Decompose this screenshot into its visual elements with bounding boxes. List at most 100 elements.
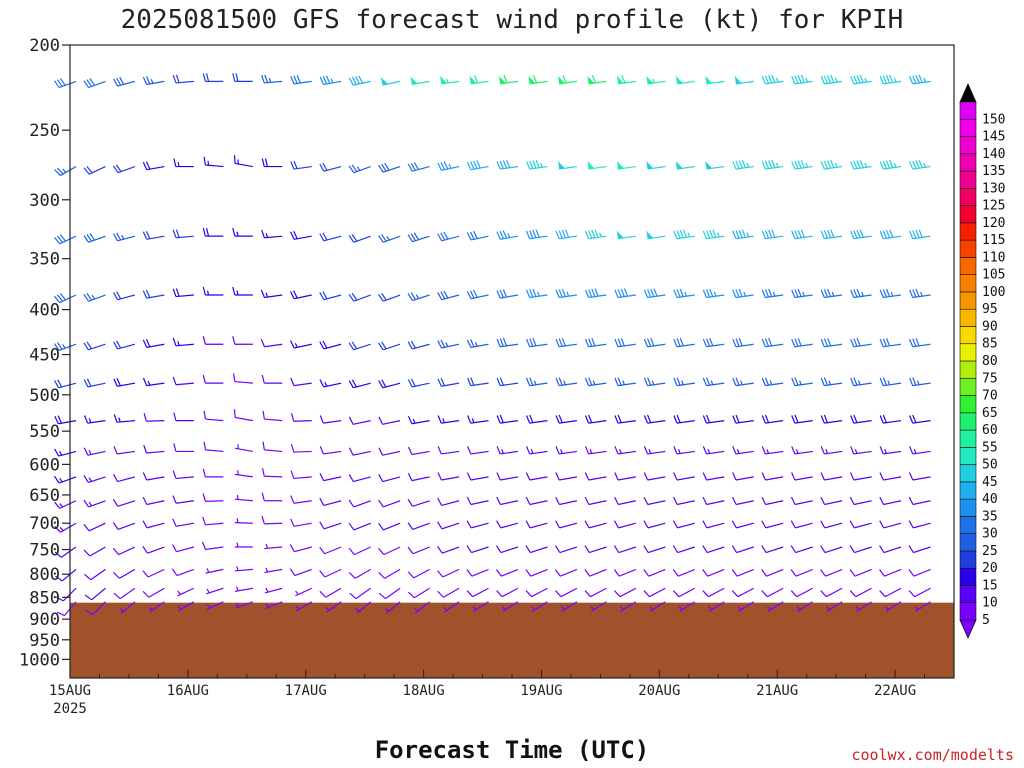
wind-barb bbox=[290, 470, 312, 480]
wind-barb bbox=[407, 546, 430, 555]
wind-barb bbox=[732, 288, 754, 299]
wind-barb bbox=[319, 415, 342, 424]
y-tick-label: 200 bbox=[29, 36, 60, 56]
wind-barb bbox=[172, 376, 194, 386]
wind-barb bbox=[879, 472, 902, 481]
y-tick-label: 350 bbox=[29, 250, 60, 270]
wind-barb bbox=[761, 520, 784, 529]
wind-barb bbox=[466, 568, 489, 577]
wind-barb bbox=[113, 474, 136, 483]
wind-barb bbox=[407, 568, 430, 579]
wind-barb bbox=[407, 522, 430, 530]
wind-barb bbox=[649, 601, 666, 612]
wind-barb bbox=[319, 75, 342, 86]
colorbar-cell bbox=[959, 101, 977, 120]
wind-barb bbox=[820, 229, 843, 240]
wind-barb bbox=[646, 161, 666, 170]
colorbar-cell bbox=[959, 326, 977, 345]
colorbar-cell bbox=[959, 291, 977, 310]
y-tick-label: 900 bbox=[29, 610, 60, 630]
wind-barb bbox=[702, 496, 725, 506]
wind-barb bbox=[555, 496, 578, 506]
wind-barb bbox=[731, 496, 754, 506]
wind-barb bbox=[319, 340, 342, 350]
wind-barb bbox=[673, 496, 695, 506]
wind-barb bbox=[319, 587, 342, 598]
wind-barb bbox=[437, 231, 460, 242]
wind-barb bbox=[466, 339, 489, 348]
wind-barb bbox=[616, 75, 636, 85]
colorbar-cell bbox=[959, 516, 977, 534]
x-tick-label: 21AUG bbox=[756, 683, 798, 699]
wind-barb bbox=[319, 446, 342, 455]
wind-barb bbox=[261, 375, 283, 384]
colorbar-cell bbox=[959, 239, 977, 258]
wind-barb bbox=[171, 544, 195, 553]
wind-barb bbox=[791, 288, 813, 299]
colorbar-label: 150 bbox=[982, 112, 1005, 127]
wind-barb bbox=[232, 373, 253, 384]
wind-barb bbox=[289, 290, 312, 300]
wind-barb bbox=[879, 496, 902, 506]
wind-barb bbox=[206, 601, 224, 610]
wind-barb bbox=[290, 377, 312, 387]
wind-barb bbox=[643, 472, 666, 481]
wind-barb bbox=[348, 341, 371, 351]
wind-barb bbox=[672, 568, 696, 577]
wind-barb bbox=[261, 468, 283, 478]
colorbar-label: 45 bbox=[982, 475, 998, 490]
colorbar-cell bbox=[959, 429, 977, 448]
colorbar-label: 105 bbox=[982, 268, 1005, 283]
wind-barb bbox=[525, 496, 548, 506]
x-tick-label: 15AUG bbox=[49, 683, 91, 699]
wind-barb bbox=[290, 443, 312, 453]
colorbar-label: 35 bbox=[982, 509, 998, 524]
wind-barb bbox=[614, 414, 636, 424]
wind-barb bbox=[820, 587, 843, 598]
wind-barb bbox=[407, 587, 430, 599]
wind-barb bbox=[319, 162, 342, 172]
wind-barb bbox=[472, 601, 489, 612]
colorbar-label: 80 bbox=[982, 354, 998, 369]
wind-barb bbox=[496, 159, 519, 170]
colorbar-label: 70 bbox=[982, 389, 998, 404]
wind-barb bbox=[525, 229, 548, 240]
wind-barb bbox=[407, 415, 430, 425]
wind-barb bbox=[560, 601, 578, 612]
colorbar-cell bbox=[959, 222, 977, 241]
wind-barb bbox=[761, 229, 784, 240]
wind-barb bbox=[525, 414, 548, 424]
wind-barb bbox=[614, 587, 637, 598]
wind-barb bbox=[261, 74, 283, 84]
wind-barb bbox=[879, 288, 902, 299]
wind-barb bbox=[820, 74, 843, 85]
wind-barb bbox=[791, 337, 813, 348]
wind-barb bbox=[290, 495, 312, 504]
wind-barb bbox=[54, 448, 77, 457]
wind-barb bbox=[113, 76, 136, 87]
wind-barb bbox=[378, 292, 401, 302]
colorbar-cell bbox=[959, 118, 977, 137]
wind-barb bbox=[113, 587, 136, 600]
colorbar-cell bbox=[959, 188, 977, 206]
wind-barb bbox=[496, 414, 519, 424]
wind-barb bbox=[142, 339, 165, 348]
wind-barb bbox=[414, 601, 430, 614]
wind-barb bbox=[525, 472, 548, 481]
wind-barb bbox=[113, 232, 136, 242]
wind-barb bbox=[112, 546, 136, 556]
wind-barb bbox=[734, 75, 754, 85]
wind-barb bbox=[172, 470, 194, 480]
wind-barb bbox=[235, 601, 254, 609]
wind-barb bbox=[173, 443, 194, 453]
wind-barb bbox=[643, 496, 666, 506]
wind-barb bbox=[761, 568, 784, 577]
wind-barb bbox=[348, 164, 371, 174]
x-tick-label: 22AUG bbox=[874, 683, 916, 699]
wind-barb bbox=[172, 288, 194, 298]
wind-barb bbox=[205, 568, 224, 574]
wind-barb bbox=[378, 341, 401, 351]
wind-barb bbox=[702, 568, 725, 577]
wind-barb bbox=[675, 161, 695, 170]
